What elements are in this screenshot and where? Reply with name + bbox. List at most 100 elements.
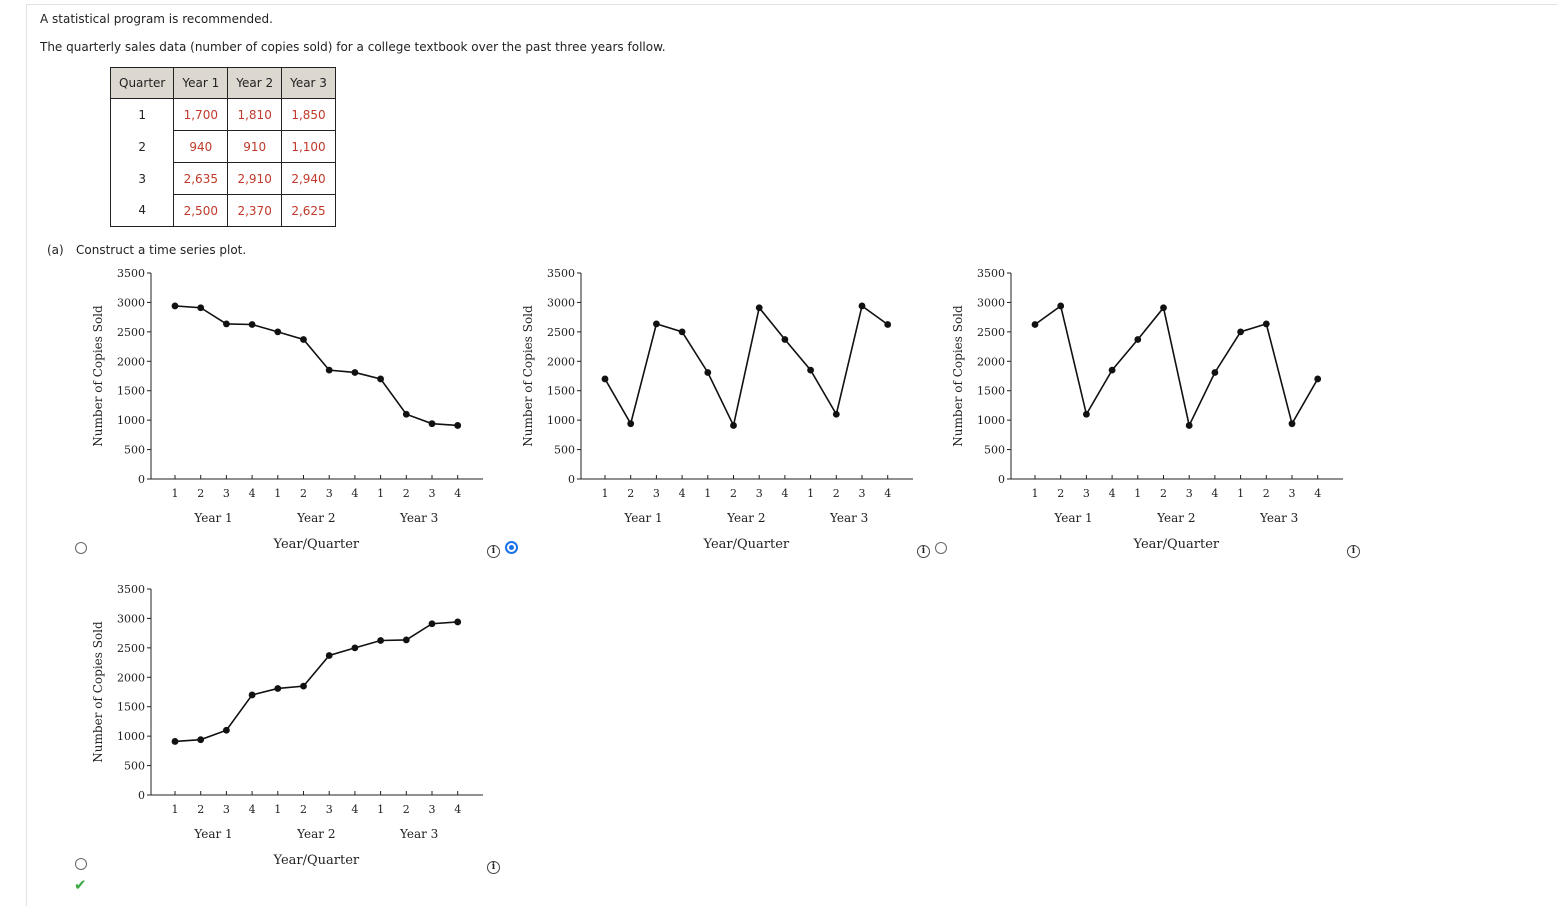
option-2-chart: 0 500 1000 1500 2000 2500 3000 3500 Number of Co… (515, 262, 915, 562)
x-tick-label: 2 (197, 803, 204, 816)
y-tick-label: 500 (554, 444, 575, 457)
info-icon[interactable]: i (487, 545, 500, 558)
x-tick-label: 4 (249, 803, 256, 816)
y-tick-label: 2000 (977, 355, 1005, 368)
y-tick-label: 1500 (117, 701, 145, 714)
data-point (858, 302, 866, 310)
x-tick-label: 2 (300, 803, 307, 816)
sales-cell: 1,850 (281, 98, 336, 131)
y-tick-label: 500 (984, 444, 1005, 457)
sales-cell: 2,500 (173, 194, 229, 227)
x-tick-label: 1 (704, 487, 711, 500)
info-icon[interactable]: i (1347, 545, 1360, 558)
sales-cell: 1,700 (173, 98, 229, 131)
y-tick-label: 0 (138, 789, 145, 802)
sales-cell: 940 (173, 130, 229, 163)
data-point (377, 375, 384, 383)
data-point (1262, 320, 1270, 328)
data-point (755, 304, 763, 312)
data-point (300, 682, 307, 690)
x-axis-label: Year/Quarter (703, 537, 790, 552)
y-tick-label: 1000 (117, 414, 145, 427)
x-tick-label: 1 (172, 487, 179, 500)
x-tick-label: 3 (223, 803, 230, 816)
x-tick-label: 2 (1263, 487, 1270, 500)
data-point (807, 366, 814, 374)
data-point (377, 637, 384, 644)
x-tick-label: 2 (403, 487, 410, 500)
data-point (454, 422, 462, 429)
year-label: Year 1 (1053, 511, 1092, 525)
time-series-plot-4: 0 500 1000 1500 2000 2500 3000 3500 Number of Co… (91, 583, 483, 868)
option-1-chart: 0 500 1000 1500 2000 2500 3000 3500 Number of Co… (85, 262, 485, 562)
y-tick-label: 3500 (977, 267, 1005, 280)
part-a-label: (a) (47, 243, 64, 257)
year-label: Year 2 (296, 511, 335, 525)
year-label: Year 2 (726, 511, 765, 525)
sales-cell: 1,810 (227, 98, 283, 131)
intro-text: A statistical program is recommended. (40, 12, 273, 26)
quarter-cell: 1 (109, 98, 174, 131)
table-row: 3 2,635 2,910 2,940 (109, 162, 336, 195)
x-tick-label: 4 (249, 487, 256, 500)
data-point (1288, 420, 1296, 428)
quarter-cell: 3 (109, 162, 174, 195)
x-tick-label: 1 (807, 487, 814, 500)
x-tick-label: 4 (454, 803, 461, 816)
x-tick-label: 2 (1057, 487, 1064, 500)
table-row: 2 940 910 1,100 (109, 130, 336, 163)
data-point (1134, 336, 1142, 343)
option-4-radio[interactable] (75, 858, 87, 870)
x-tick-label: 1 (1032, 487, 1039, 500)
x-axis-label: Year/Quarter (273, 537, 360, 552)
info-icon[interactable]: i (917, 545, 930, 558)
y-tick-label: 2000 (117, 671, 145, 684)
y-tick-label: 3500 (547, 267, 575, 280)
y-axis-label: Number of Copies Sold (91, 621, 105, 763)
x-tick-label: 1 (1237, 487, 1244, 500)
x-tick-label: 1 (377, 803, 384, 816)
column-header: Quarter (109, 67, 175, 99)
info-icon[interactable]: i (487, 861, 500, 874)
left-divider (26, 4, 27, 906)
data-point (1083, 410, 1090, 418)
x-tick-label: 4 (1211, 487, 1218, 500)
data-point (248, 691, 256, 699)
column-header: Year 1 (173, 67, 229, 99)
data-point (197, 736, 205, 744)
data-point (1057, 302, 1065, 310)
x-tick-label: 3 (859, 487, 866, 500)
x-tick-label: 3 (1083, 487, 1090, 500)
y-tick-label: 1500 (117, 385, 145, 398)
year-label: Year 2 (296, 827, 335, 841)
option-3-radio[interactable] (935, 542, 947, 554)
y-axis-label: Number of Copies Sold (91, 305, 105, 447)
y-axis-label: Number of Copies Sold (521, 305, 535, 447)
year-label: Year 1 (193, 511, 232, 525)
y-tick-label: 2500 (117, 642, 145, 655)
sales-cell: 2,635 (173, 162, 229, 195)
year-label: Year 2 (1156, 511, 1195, 525)
data-point (428, 620, 436, 628)
x-tick-label: 2 (627, 487, 634, 500)
x-tick-label: 4 (884, 487, 891, 500)
x-axis-label: Year/Quarter (273, 853, 360, 868)
x-tick-label: 2 (197, 487, 204, 500)
option-2-radio[interactable] (505, 541, 518, 554)
x-tick-label: 2 (300, 487, 307, 500)
series-line (174, 305, 458, 427)
y-axis-label: Number of Copies Sold (951, 305, 965, 447)
series-line (1034, 304, 1319, 428)
x-tick-label: 4 (679, 487, 686, 500)
x-tick-label: 4 (351, 803, 358, 816)
year-label: Year 3 (1259, 511, 1298, 525)
x-tick-label: 3 (653, 487, 660, 500)
sales-cell: 910 (227, 130, 283, 163)
data-point (1237, 328, 1244, 336)
table-header-row: Quarter Year 1 Year 2 Year 3 (109, 67, 336, 99)
sales-cell: 2,370 (227, 194, 283, 227)
data-point (248, 321, 256, 328)
option-1-radio[interactable] (75, 542, 87, 554)
x-tick-label: 4 (1109, 487, 1116, 500)
year-label: Year 1 (623, 511, 662, 525)
